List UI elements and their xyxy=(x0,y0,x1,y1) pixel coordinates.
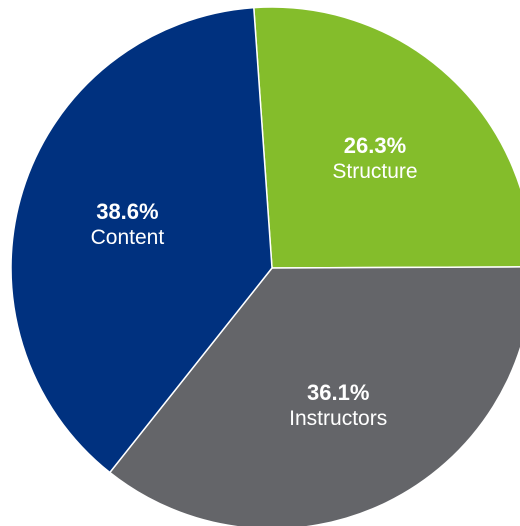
slice-category-label-structure: Structure xyxy=(332,160,417,183)
slice-percent-label-structure: 26.3% xyxy=(344,133,406,158)
slice-category-label-content: Content xyxy=(91,226,165,249)
slice-percent-label-content: 38.6% xyxy=(96,199,158,224)
pie-slice-content xyxy=(10,6,273,474)
slice-percent-label-instructors: 36.1% xyxy=(307,380,369,405)
pie-slice-structure xyxy=(252,6,520,269)
pie-slices xyxy=(10,6,520,526)
pie-data-labels: 26.3%Structure 36.1%Instructors 38.6%Conte… xyxy=(91,133,418,430)
pie-slice-instructors xyxy=(108,266,520,526)
slice-category-label-instructors: Instructors xyxy=(289,407,387,430)
